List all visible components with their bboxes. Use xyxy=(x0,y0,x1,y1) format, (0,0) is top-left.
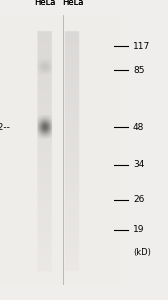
Text: 85: 85 xyxy=(133,66,144,75)
Text: HeLa: HeLa xyxy=(34,0,55,7)
Text: 34: 34 xyxy=(133,160,144,169)
Text: 19: 19 xyxy=(133,225,144,234)
Text: PAK2--: PAK2-- xyxy=(0,122,10,131)
Text: HeLa: HeLa xyxy=(62,0,83,7)
Text: (kD): (kD) xyxy=(133,248,151,257)
Text: 117: 117 xyxy=(133,41,150,50)
Text: 48: 48 xyxy=(133,122,144,131)
Text: 26: 26 xyxy=(133,196,144,205)
Text: HeLa: HeLa xyxy=(34,0,55,7)
Text: HeLa: HeLa xyxy=(62,0,83,7)
